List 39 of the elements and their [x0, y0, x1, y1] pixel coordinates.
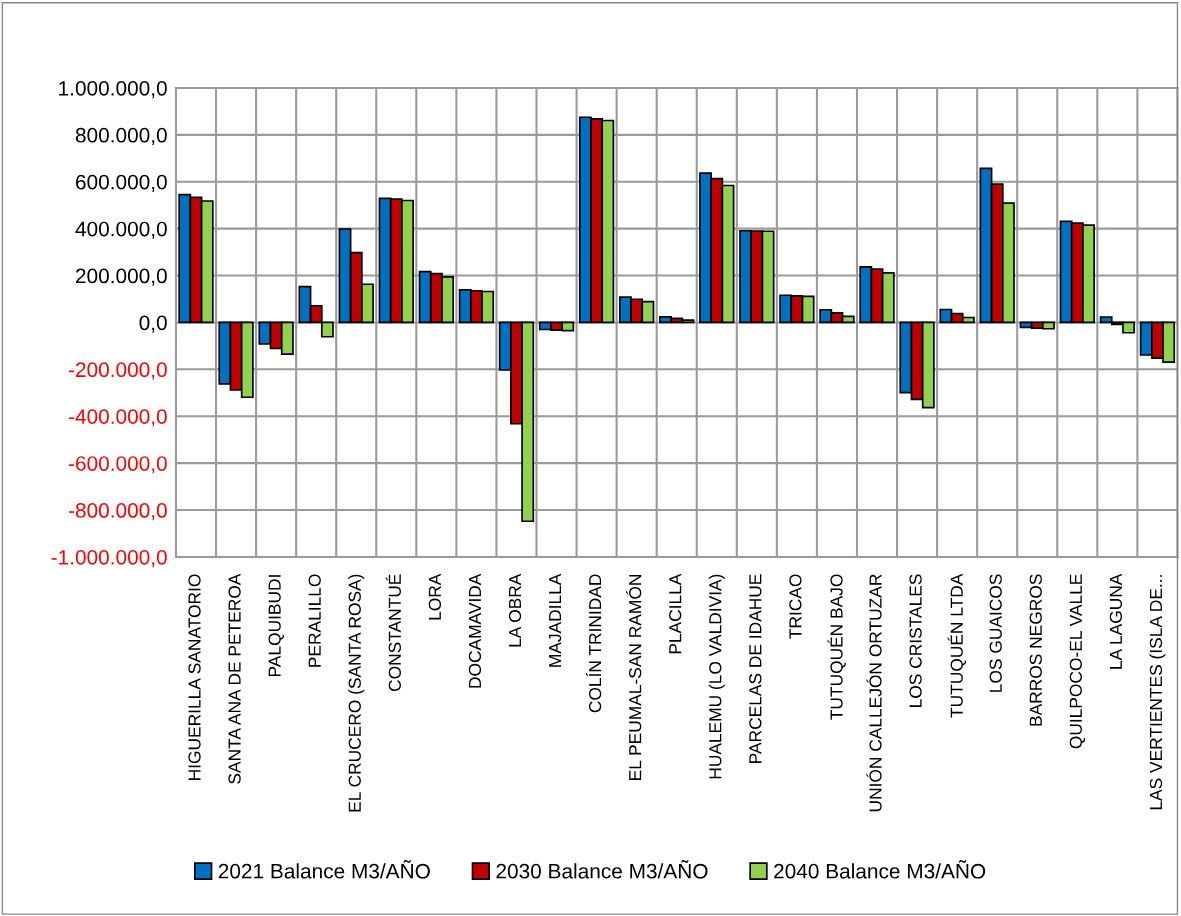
x-tick-label: TUTUQUÉN BAJO [827, 574, 846, 720]
legend-label: 2021 Balance M3/AÑO [218, 860, 430, 879]
legend-label: 2040 Balance M3/AÑO [774, 860, 986, 879]
x-tick-label: DOCAMAVIDA [468, 573, 482, 688]
x-tick-label: QUILPOCO-EL VALLE [1069, 574, 1086, 749]
x-tick-label: UNIÓN CALLEJÓN ORTUZAR [866, 574, 882, 812]
x-tick-label: SANTA ANA DE PETEROA [228, 573, 241, 784]
legend-label: 2030 Balance M3/AÑO [496, 860, 708, 879]
x-tick-label: LORA [428, 573, 442, 620]
x-tick-label: PALQUIBUDI [268, 575, 284, 677]
x-tick-label: TUTUQUÉN LTDA [947, 573, 966, 718]
x-tick-label: LAS VERTIENTES (ISLA DE... [1149, 575, 1166, 810]
x-tick-label: LOS CRISTALES [909, 574, 922, 707]
x-tick-label: BARROS NEGROS [1029, 574, 1042, 726]
y-tick-label: 1.000.000,0 [59, 80, 167, 99]
x-tick-label: PARCELAS DE IDAHUE [749, 574, 762, 763]
y-tick-label: -1.000.000,0 [51, 549, 167, 568]
x-tick-label: TRICAO [789, 574, 802, 639]
x-tick-label: PLACILLA [669, 573, 682, 654]
y-tick-label: 400.000,0 [75, 221, 167, 239]
y-tick-label: 800.000,0 [75, 127, 167, 146]
x-tick-label: HIGUERILLA SANATORIO [188, 574, 201, 780]
y-tick-label: 0,0 [139, 315, 167, 333]
x-tick-label: CONSTANTUÉ [385, 574, 401, 692]
y-tick-label: -200.000,0 [68, 362, 167, 380]
y-tick-label: -400.000,0 [68, 409, 167, 427]
x-tick-label: EL CRUCERO (SANTA ROSA) [348, 574, 365, 812]
y-tick-label: 600.000,0 [76, 174, 167, 192]
x-tick-label: LA OBRA [508, 573, 522, 647]
x-tick-label: EL PEUMAL-SAN RAMÓN [626, 575, 642, 780]
y-tick-label: -800.000,0 [68, 503, 167, 521]
x-tick-label: MAJADILLA [549, 573, 562, 667]
y-tick-label: -600.000,0 [68, 456, 167, 474]
x-tick-label: HUALEMU (LO VALDIVIA) [708, 574, 725, 779]
x-tick-label: COLÍN TRINIDAD [586, 574, 602, 713]
x-tick-label: LA LAGUNA [1109, 573, 1123, 669]
x-tick-label: LOS GUAICOS [989, 574, 1002, 692]
x-tick-label: PERALILLO [308, 574, 321, 667]
y-tick-label: 200.000,0 [76, 268, 167, 286]
